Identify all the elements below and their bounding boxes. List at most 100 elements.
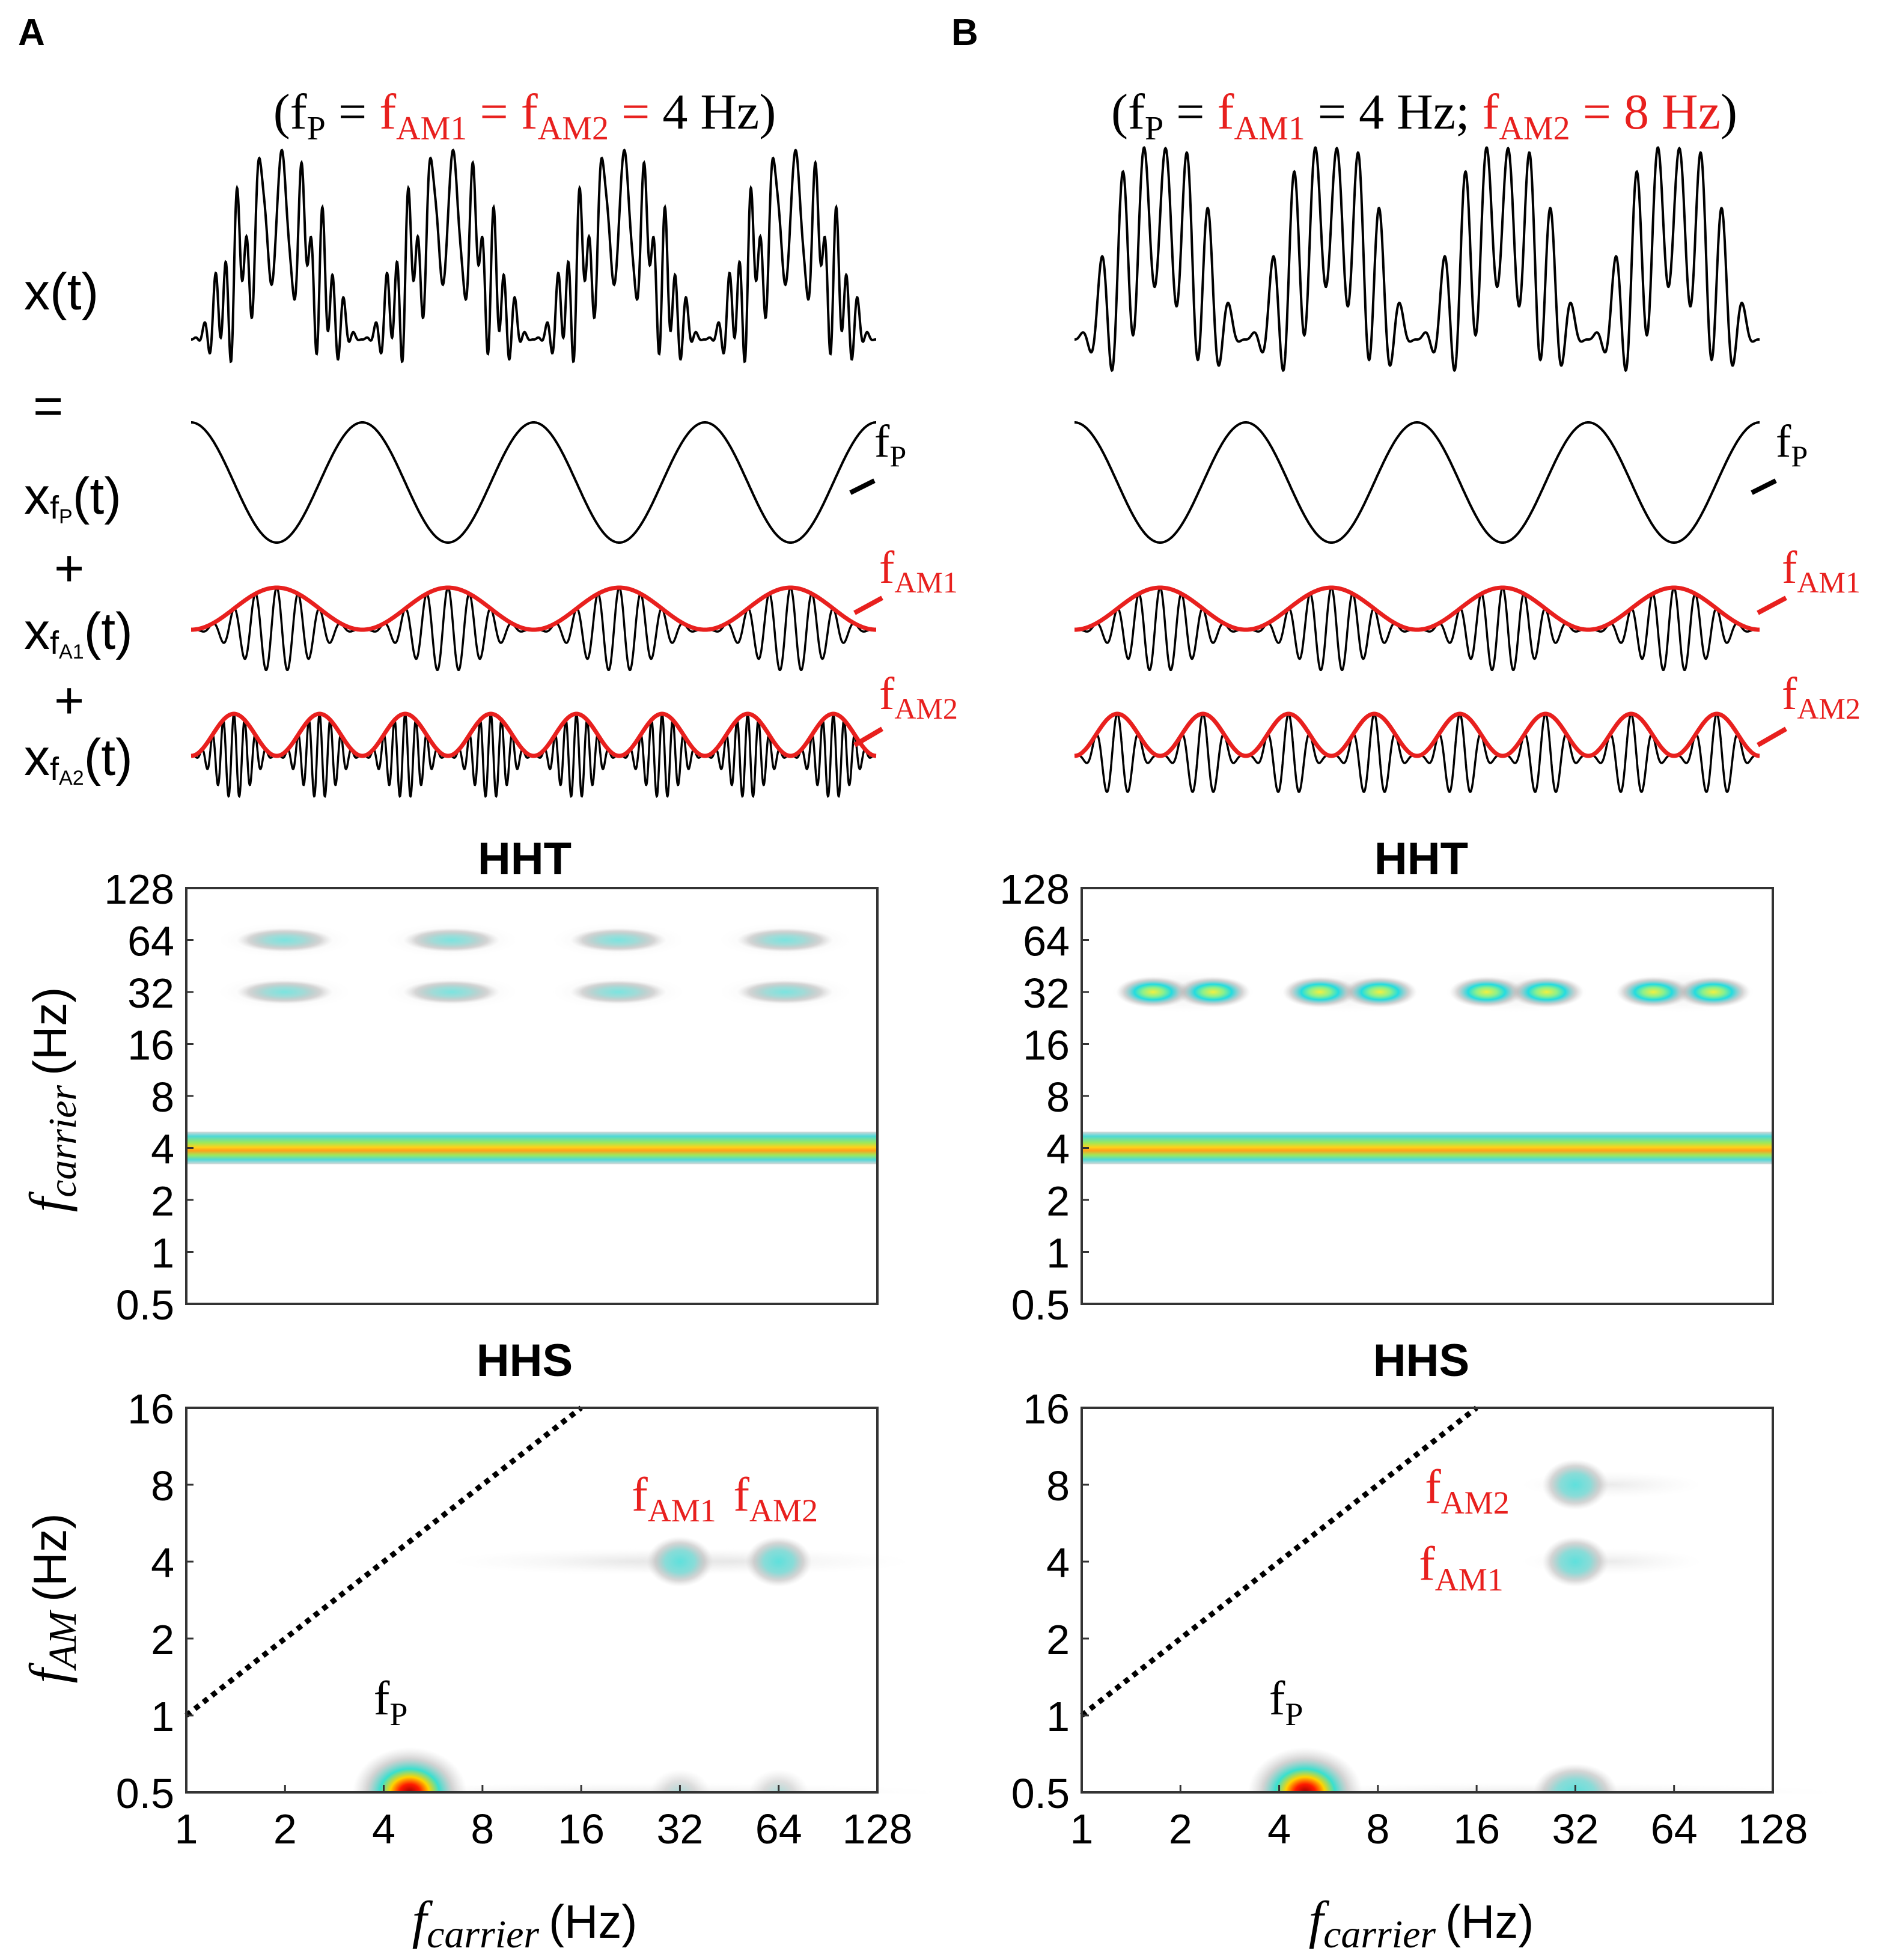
condition-header: (fP = fAM1 = 4 Hz; fAM2 = 8 Hz): [1111, 84, 1737, 147]
hhs-ytick: 16: [127, 1386, 174, 1432]
hhs-xtick: 2: [1169, 1806, 1192, 1852]
hhs-xlabel: fcarrier (Hz): [412, 1892, 638, 1956]
hht-blob: [570, 980, 666, 1004]
label-xfa1: xfA1(t): [24, 603, 133, 663]
signal-xfp: [1075, 421, 1760, 544]
hht-title: HHT: [478, 833, 572, 884]
hht-ytick: 16: [127, 1022, 174, 1069]
fam2-tag: fAM2: [1782, 669, 1861, 725]
hhs-frame: [1081, 1407, 1774, 1794]
label-x: x(t): [24, 263, 99, 321]
hhs-annotation-am2: fAM2: [733, 1468, 818, 1529]
hht-blob: [236, 980, 333, 1004]
hht-ytick: 1: [1046, 1230, 1070, 1277]
hhs-ytick: 1: [151, 1693, 174, 1740]
condition-header: (fP = fAM1 = fAM2 = 4 Hz): [273, 84, 776, 147]
hht-blob: [403, 928, 500, 952]
hhs-diagonal: [184, 1405, 583, 1718]
signal-xfa2: [1075, 713, 1760, 793]
hhs-xtick: 8: [1366, 1806, 1389, 1852]
hhs-ylabel: fAM(Hz): [20, 1513, 85, 1683]
hhs-xtick: 4: [1267, 1806, 1291, 1852]
hht-blob: [737, 928, 834, 952]
hht-ytick: 128: [999, 866, 1070, 913]
label-plus-2: +: [54, 672, 84, 729]
fam2-tag-line: [853, 726, 884, 747]
hhs-ytick: 2: [1046, 1616, 1070, 1663]
envelope-fam1: [191, 585, 876, 632]
hht-band-fp: [1082, 1131, 1773, 1164]
hhs-xtick: 64: [755, 1806, 802, 1852]
fam2-tag-line: [1757, 726, 1787, 747]
panel-a: A (fP = fAM1 = fAM2 = 4 Hz) x(t) = xfP(t…: [18, 12, 998, 1956]
hht-ytick: 16: [1023, 1022, 1070, 1069]
hht-blob: [737, 980, 834, 1004]
hht-blob: [1282, 976, 1358, 1008]
hhs-xtick: 32: [656, 1806, 703, 1852]
hht-band-fp: [186, 1131, 877, 1164]
hht-ylabel: fcarrier(Hz): [20, 987, 85, 1213]
envelope-fam2: [1074, 711, 1760, 758]
fam1-tag: fAM1: [1782, 543, 1861, 599]
hhs-ytick: 8: [151, 1462, 174, 1509]
hhs-annotation-am1: fAM1: [632, 1468, 716, 1529]
hht-ytick: 128: [104, 866, 174, 913]
hht-ytick: 0.5: [116, 1282, 174, 1328]
hht-blob: [1449, 976, 1524, 1008]
hhs-xtick: 8: [471, 1806, 494, 1852]
waveforms: [191, 148, 877, 799]
hhs-peak: [1542, 1536, 1609, 1587]
hhs-peak: [647, 1536, 713, 1587]
hhs-annotation-am1: fAM1: [1419, 1538, 1504, 1598]
signal-x-sum: [191, 148, 876, 364]
hhs-ytick: 16: [1023, 1386, 1070, 1432]
hht-title: HHT: [1374, 833, 1468, 884]
fam2-tag: fAM2: [879, 669, 958, 725]
hht-ytick: 2: [1046, 1178, 1070, 1225]
hhs-xtick: 128: [843, 1806, 913, 1852]
hhs-annotation-fp: fP: [374, 1672, 408, 1732]
hhs-diagonal: [1080, 1405, 1478, 1718]
hht-ytick: 64: [1023, 918, 1070, 965]
fp-tag: fP: [1776, 416, 1808, 473]
hht-blob: [1616, 976, 1691, 1008]
hhs-xtick: 2: [273, 1806, 297, 1852]
hhs-title: HHS: [1373, 1335, 1469, 1386]
hhs-clip-mask: [962, 1794, 1893, 1848]
hht-frame: [1081, 887, 1774, 1305]
envelope-fam1: [1075, 585, 1760, 632]
hht-blob: [236, 928, 333, 952]
hhs-ytick: 8: [1046, 1462, 1070, 1509]
hhs-ytick: 0.5: [1011, 1770, 1070, 1817]
hht-ytick: 4: [1046, 1126, 1070, 1173]
hht-blob: [1509, 976, 1584, 1008]
hhs-xtick: 1: [1070, 1806, 1094, 1852]
hht-ytick: 8: [151, 1074, 174, 1121]
hht-ytick: 0.5: [1011, 1282, 1070, 1328]
hhs-ytick: 0.5: [116, 1770, 174, 1817]
hhs-xtick: 16: [558, 1806, 605, 1852]
hht-blob: [1175, 976, 1251, 1008]
hhs-xtick: 128: [1738, 1806, 1808, 1852]
hhs-xtick: 1: [175, 1806, 198, 1852]
hhs-annotation-fp: fP: [1269, 1672, 1303, 1732]
hht-ytick: 32: [127, 970, 174, 1017]
fam1-tag-line: [853, 595, 883, 615]
hht-plot: 128 64 32 16 8 4 2 1 0.5: [104, 866, 877, 1328]
hhs-ytick: 4: [151, 1539, 174, 1586]
hhs-title: HHS: [477, 1335, 573, 1386]
envelope-fam2: [191, 711, 877, 758]
hhs-xtick: 32: [1552, 1806, 1599, 1852]
hht-blob: [403, 980, 500, 1004]
fp-tag: fP: [874, 416, 906, 473]
hht-ytick: 32: [1023, 970, 1070, 1017]
hhs-clip-mask: [66, 1794, 998, 1848]
hhs-xtick: 4: [372, 1806, 395, 1852]
hhs-xtick: 64: [1651, 1806, 1698, 1852]
fp-tag-line: [849, 478, 876, 495]
fam1-tag-line: [1757, 595, 1787, 615]
hht-plot: 128 64 32 16 8 4 2 1 0.5: [999, 866, 1773, 1328]
label-xfp: xfP(t): [24, 467, 121, 528]
